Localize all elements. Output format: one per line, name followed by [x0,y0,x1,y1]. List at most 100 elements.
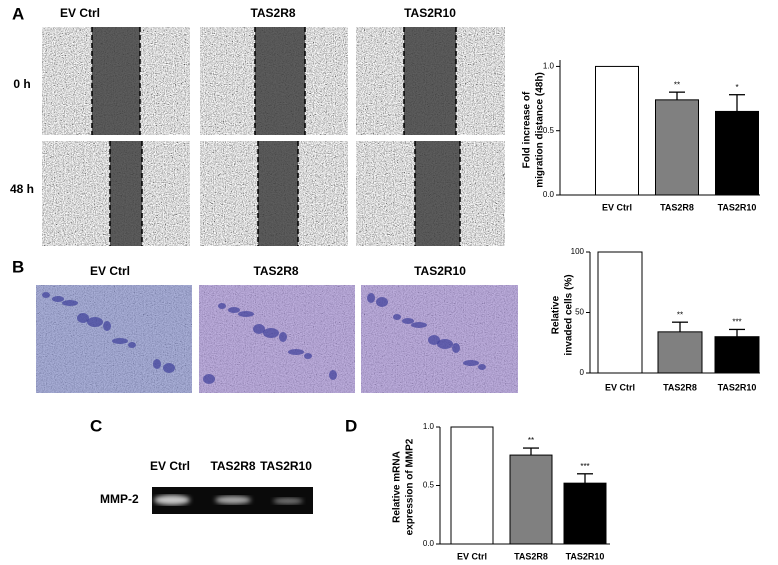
y-tick-label: 0.5 [543,126,555,135]
cell [62,300,78,306]
x-tick-label: TAS2R8 [660,202,694,212]
cell [452,343,460,353]
lane-label: TAS2R10 [260,459,312,473]
wound-image [42,141,190,246]
y-axis-label: expression of MMP2 [405,438,416,535]
cell [42,292,50,298]
column-header: TAS2R8 [250,6,295,20]
panel-label: C [90,416,102,435]
row-header: 0 h [13,77,30,91]
cell [163,363,175,373]
x-tick-label: TAS2R8 [663,382,697,392]
y-tick-label: 100 [571,247,585,256]
cell [228,307,240,313]
micrographs [36,27,518,393]
bar-chart: 0.0 0.5 1.0 Fold increase of migration dista… [522,60,760,212]
x-tick-label: EV Ctrl [605,382,635,392]
bar [597,251,643,374]
column-header: EV Ctrl [90,264,130,278]
y-tick-label: 1.0 [543,62,555,71]
y-axis-label: Relative mRNA [392,451,403,523]
x-tick-label: EV Ctrl [457,551,487,561]
wound-image [200,141,348,246]
y-axis-label: Fold increase of [522,91,533,168]
wound-image [42,27,190,135]
y-tick-label: 0.0 [543,190,555,199]
panel-label: B [12,257,24,276]
bar [715,110,759,196]
cell [304,353,312,359]
cell [253,324,265,334]
cell [279,332,287,342]
cell [393,314,401,320]
western-blot [152,487,313,514]
y-axis-label: migration distance (48h) [535,72,546,188]
cell [463,360,479,366]
significance-label: ** [528,436,534,445]
x-tick-label: TAS2R8 [514,551,548,561]
bar [714,336,760,374]
wound-image [356,27,505,135]
bar [450,426,494,545]
bar [655,99,699,196]
significance-label: ** [674,80,680,89]
significance-label: *** [732,318,741,327]
y-tick-label: 0 [580,368,585,377]
cell [329,370,337,380]
cell [103,321,111,331]
cell [218,303,226,309]
bar [595,65,639,196]
x-tick-label: TAS2R10 [718,202,757,212]
bar [509,454,553,545]
wound-gap [110,141,142,246]
cell [428,335,440,345]
lane-label: TAS2R8 [210,459,255,473]
cell [112,338,128,344]
cell [153,359,161,369]
row-header: 48 h [10,182,34,196]
cell [52,296,64,302]
bar-chart: 0.0 0.5 1.0 Relative mRNA expression of MMP2… [392,422,610,561]
x-tick-label: EV Ctrl [602,202,632,212]
significance-label: *** [580,462,589,471]
wound-image [200,27,348,135]
cell [263,328,279,338]
cell [402,318,414,324]
wound-gap [255,27,305,135]
cell [203,374,215,384]
significance-label: * [735,83,738,92]
cell [128,342,136,348]
wound-gap [92,27,140,135]
cell [288,349,304,355]
y-tick-label: 50 [575,308,584,317]
cell [437,339,453,349]
cell [376,297,388,307]
y-tick-label: 1.0 [423,422,435,431]
panel-label: A [12,4,24,23]
column-header: EV Ctrl [60,6,100,20]
cell [87,317,103,327]
x-tick-label: TAS2R10 [566,551,605,561]
significance-label: ** [677,310,683,319]
cell [77,313,89,323]
invasion-image [199,285,355,393]
invasion-image [361,285,518,393]
band-label: MMP-2 [100,492,139,506]
wound-gap [404,27,456,135]
column-header: TAS2R10 [404,6,456,20]
cell [367,293,375,303]
wound-gap [258,141,298,246]
y-tick-label: 0.5 [423,481,435,490]
column-header: TAS2R8 [253,264,298,278]
bar [657,331,703,374]
bar-chart: 0 50 100 Relative invaded cells (%) EV Ctrl **… [551,247,760,392]
lane-label: EV Ctrl [150,459,190,473]
cell [411,322,427,328]
wound-gap [415,141,460,246]
x-tick-label: TAS2R10 [718,382,757,392]
wound-image [356,141,505,246]
y-tick-label: 0.0 [423,539,435,548]
cell [478,364,486,370]
invasion-image [36,285,192,393]
